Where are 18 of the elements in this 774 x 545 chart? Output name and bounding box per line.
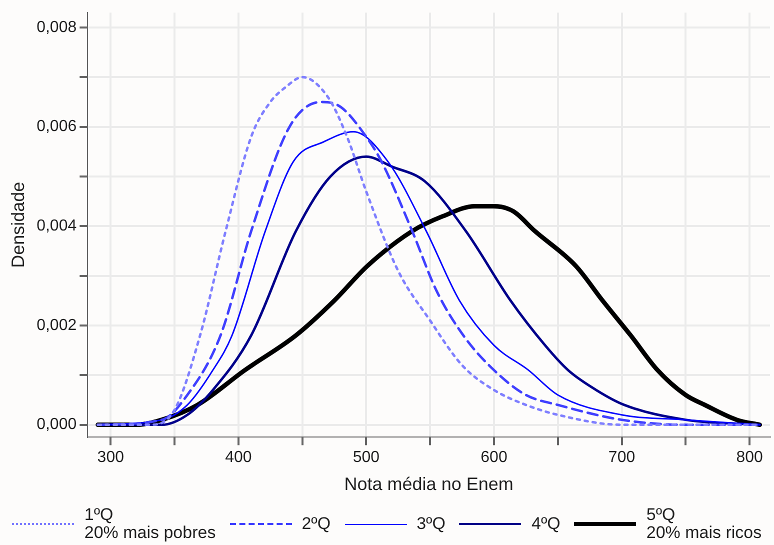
legend-label: 4ºQ	[531, 514, 560, 533]
x-tick-label: 400	[225, 449, 252, 466]
y-axis-title: Densidade	[8, 182, 28, 268]
x-tick-label: 500	[352, 449, 380, 466]
legend-label: 3ºQ	[416, 514, 446, 533]
y-tick-label: 0,006	[36, 118, 77, 136]
x-tick-label: 600	[480, 449, 508, 466]
x-tick-label: 300	[97, 449, 124, 466]
y-tick-label: 0,000	[36, 416, 77, 434]
y-tick-label: 0,008	[36, 18, 77, 36]
legend-label: 1ºQ 20% mais pobres	[84, 505, 216, 542]
y-tick-label: 0,002	[36, 316, 77, 334]
x-tick-label: 800	[736, 449, 763, 466]
legend-label: 5ºQ 20% mais ricos	[646, 505, 762, 542]
x-tick-label: 700	[608, 449, 636, 466]
x-axis-title: Nota média no Enem	[344, 474, 514, 494]
y-tick-label: 0,004	[36, 218, 77, 235]
legend-label: 2ºQ	[302, 514, 331, 533]
